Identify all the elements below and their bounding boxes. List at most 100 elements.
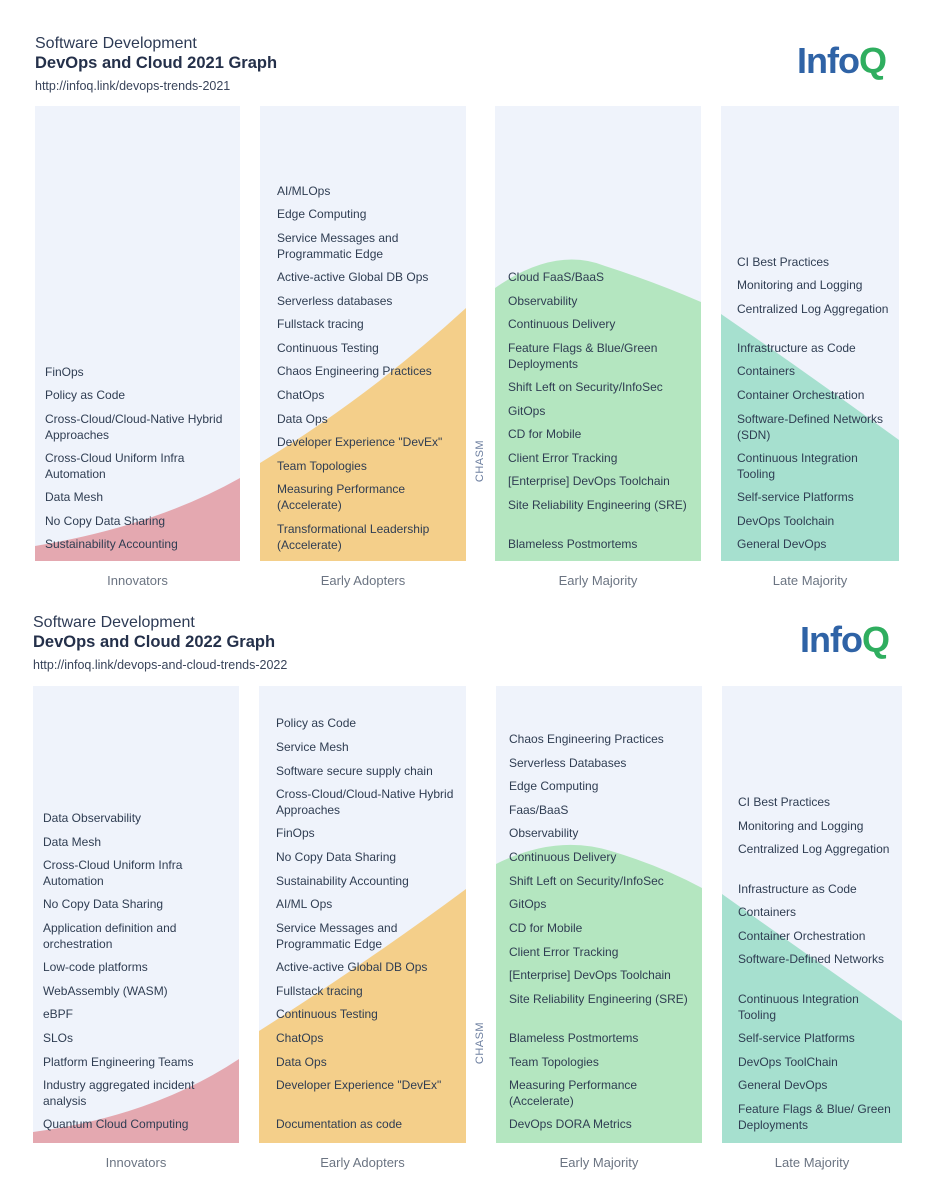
list-item: No Copy Data Sharing	[276, 850, 397, 864]
list-item: WebAssembly (WASM)	[43, 984, 168, 998]
list-item: Serverless Databases	[509, 756, 627, 770]
list-item: Container Orchestration	[737, 388, 865, 402]
list-item: Edge Computing	[509, 779, 599, 793]
list-item: Infrastructure as Code	[738, 882, 857, 896]
list-item: Site Reliability Engineering (SRE)	[509, 992, 688, 1006]
list-item: Policy as Code	[45, 388, 126, 402]
column-caption-early-adopters: Early Adopters	[320, 573, 406, 588]
list-item: GitOps	[508, 404, 546, 418]
list-item: General DevOps	[738, 1078, 828, 1092]
list-item: SLOs	[43, 1031, 74, 1045]
list-item: Feature Flags & Blue/Green Deployments	[508, 341, 658, 371]
graph-subtitle: Software Development	[33, 614, 195, 631]
list-item: Data Ops	[277, 412, 328, 426]
list-item: Cloud FaaS/BaaS	[508, 270, 605, 284]
list-item: Quantum Cloud Computing	[43, 1117, 189, 1131]
list-item: Documentation as code	[276, 1117, 403, 1131]
list-item: Application definition and orchestration	[43, 921, 177, 951]
list-item: Client Error Tracking	[508, 451, 618, 465]
list-item: Active-active Global DB Ops	[277, 270, 429, 284]
list-item: Software secure supply chain	[276, 764, 433, 778]
list-item: Observability	[508, 294, 578, 308]
list-item: AI/MLOps	[277, 184, 331, 198]
list-item: CI Best Practices	[737, 255, 830, 269]
list-item: ChatOps	[277, 388, 325, 402]
adoption-curve-early-adopters	[260, 308, 466, 561]
list-item: Client Error Tracking	[509, 945, 619, 959]
list-item: Blameless Postmortems	[508, 537, 638, 551]
list-item: Centralized Log Aggregation	[737, 302, 889, 316]
column-early-adopters: Policy as Code Service Mesh Software sec…	[259, 686, 466, 1143]
list-item: Team Topologies	[509, 1055, 599, 1069]
list-item: Chaos Engineering Practices	[509, 732, 664, 746]
adoption-curve-early-majority	[496, 844, 702, 1143]
column-late-majority: CI Best Practices Monitoring and Logging…	[722, 686, 902, 1143]
list-item: Platform Engineering Teams	[43, 1055, 194, 1069]
column-early-majority: Chaos Engineering Practices Serverless D…	[496, 686, 702, 1143]
list-item: Sustainability Accounting	[276, 874, 409, 888]
list-item: Monitoring and Logging	[737, 278, 863, 292]
graph-url[interactable]: http://infoq.link/devops-and-cloud-trend…	[33, 658, 288, 672]
infoq-logo: InfoQ	[797, 40, 887, 81]
list-item: Measuring Performance (Accelerate)	[277, 482, 406, 512]
list-item: Fullstack tracing	[277, 317, 364, 331]
list-item: Policy as Code	[276, 716, 357, 730]
list-item: Faas/BaaS	[509, 803, 569, 817]
list-item: Continuous Integration Tooling	[738, 992, 859, 1022]
list-item: Edge Computing	[277, 207, 367, 221]
late-majority-items: CI Best Practices Monitoring and Logging…	[737, 106, 893, 561]
column-caption-innovators: Innovators	[107, 573, 168, 588]
list-item: Continuous Delivery	[508, 317, 616, 331]
column-innovators: FinOps Policy as Code Cross-Cloud/Cloud-…	[35, 106, 240, 561]
list-item: Cross-Cloud Uniform Infra Automation	[45, 451, 185, 481]
list-item: Software-Defined Networks	[738, 952, 885, 966]
list-item: Cross-Cloud/Cloud-Native Hybrid Approach…	[276, 787, 454, 817]
graph-subtitle: Software Development	[35, 35, 197, 52]
list-item: Self-service Platforms	[738, 1031, 855, 1045]
list-item: Continuous Testing	[276, 1007, 378, 1021]
list-item: Continuous Integration Tooling	[737, 451, 858, 481]
early-adopters-items: AI/MLOps Edge Computing Service Messages…	[277, 106, 460, 561]
graph-title: DevOps and Cloud 2022 Graph	[33, 633, 276, 651]
list-item: Infrastructure as Code	[737, 341, 856, 355]
list-item: Low-code platforms	[43, 960, 148, 974]
column-caption-innovators: Innovators	[105, 1155, 167, 1170]
list-item: Service Mesh	[276, 740, 349, 754]
list-item: Industry aggregated incident analysis	[43, 1078, 195, 1108]
list-item: CI Best Practices	[738, 795, 831, 809]
list-item: Cross-Cloud/Cloud-Native Hybrid Approach…	[45, 412, 223, 442]
adoption-curve-early-majority	[495, 259, 701, 561]
late-majority-items: CI Best Practices Monitoring and Logging…	[738, 686, 896, 1143]
list-item: Measuring Performance (Accelerate)	[509, 1078, 638, 1108]
list-item: Data Mesh	[43, 835, 102, 849]
early-adopters-items: Policy as Code Service Mesh Software sec…	[276, 686, 460, 1143]
list-item: Feature Flags & Blue/ Green Deployments	[738, 1102, 891, 1132]
early-majority-items: Cloud FaaS/BaaS Observability Continuous…	[508, 106, 695, 561]
adoption-curve-late-majority	[721, 314, 899, 561]
list-item: Centralized Log Aggregation	[738, 842, 890, 856]
list-item: Chaos Engineering Practices	[277, 364, 432, 378]
list-item: No Copy Data Sharing	[43, 897, 164, 911]
list-item: Containers	[738, 905, 797, 919]
adoption-curve-early-adopters	[259, 889, 466, 1143]
list-item: FinOps	[45, 365, 84, 379]
column-caption-late-majority: Late Majority	[774, 1155, 850, 1170]
list-item: Blameless Postmortems	[509, 1031, 639, 1045]
column-caption-early-majority: Early Majority	[558, 573, 638, 588]
column-late-majority: CI Best Practices Monitoring and Logging…	[721, 106, 899, 561]
list-item: Software-Defined Networks (SDN)	[737, 412, 884, 442]
list-item: Developer Experience "DevEx"	[276, 1078, 442, 1092]
list-item: FinOps	[276, 826, 315, 840]
list-item: General DevOps	[737, 537, 827, 551]
list-item: GitOps	[509, 897, 547, 911]
list-item: Site Reliability Engineering (SRE)	[508, 498, 687, 512]
list-item: Container Orchestration	[738, 929, 866, 943]
list-item: Cross-Cloud Uniform Infra Automation	[43, 858, 183, 888]
graph-url[interactable]: http://infoq.link/devops-trends-2021	[35, 79, 231, 93]
list-item: No Copy Data Sharing	[45, 514, 166, 528]
column-early-majority: Cloud FaaS/BaaS Observability Continuous…	[495, 106, 701, 561]
list-item: Continuous Testing	[277, 341, 379, 355]
infoq-logo: InfoQ	[800, 619, 890, 660]
list-item: Continuous Delivery	[509, 850, 617, 864]
list-item: [Enterprise] DevOps Toolchain	[508, 474, 670, 488]
